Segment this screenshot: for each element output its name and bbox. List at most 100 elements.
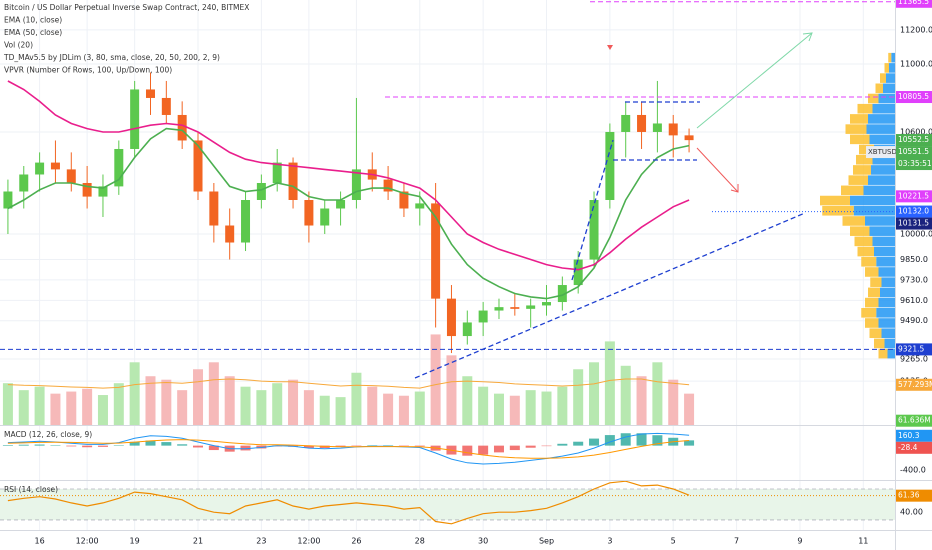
- vpvr-down: [865, 318, 879, 328]
- vpvr-up: [876, 307, 895, 318]
- volume-bar: [509, 395, 520, 425]
- candle-body: [19, 174, 29, 192]
- macd-histogram: [2, 445, 13, 446]
- x-tick-label: 26: [351, 537, 361, 546]
- candle-body: [399, 191, 409, 209]
- candle-body: [145, 89, 155, 98]
- price-tag: [896, 0, 932, 8]
- x-tick-label: 28: [415, 537, 425, 546]
- price-tag-label: 61.36: [898, 491, 920, 500]
- up-arrow-head: [802, 32, 813, 42]
- macd-histogram: [589, 438, 600, 446]
- x-tick-label: 30: [478, 537, 488, 546]
- plot-layer: [0, 1, 895, 525]
- vpvr-up: [866, 124, 895, 134]
- vpvr-down: [848, 175, 868, 185]
- legend-entry: EMA (10, close): [4, 16, 62, 25]
- price-tag: [896, 343, 932, 356]
- candle-body: [177, 114, 187, 141]
- price-tag: [896, 441, 932, 454]
- macd-histogram: [66, 445, 77, 447]
- price-tag-label: 10131.5: [898, 219, 929, 228]
- candle-body: [542, 302, 552, 306]
- vpvr-up: [883, 83, 895, 94]
- x-tick-label: 23: [256, 537, 266, 546]
- x-tick-label: 12:00: [76, 537, 99, 546]
- candle-body: [50, 162, 60, 170]
- macd-histogram: [50, 445, 61, 446]
- macd-histogram: [208, 445, 219, 451]
- price-tag-label: 61.636M: [898, 416, 931, 425]
- legend-entry: Vol (20): [4, 41, 33, 50]
- down-arrow: [696, 147, 739, 193]
- vpvr-up: [874, 246, 895, 257]
- price-tag: [896, 190, 932, 203]
- macd-histogram: [193, 445, 204, 448]
- pane-title: RSI (14, close): [4, 485, 58, 494]
- candle-body: [589, 200, 599, 260]
- vpvr-up: [872, 236, 895, 247]
- volume-bar: [18, 390, 29, 425]
- vpvr-up: [872, 154, 895, 165]
- volume-bar: [193, 369, 204, 425]
- volume-bar: [398, 395, 409, 425]
- rsi-band: [0, 488, 895, 520]
- volume-bar: [636, 376, 647, 425]
- candle-body: [256, 182, 266, 200]
- x-tick-label: 3: [607, 537, 612, 546]
- macd-histogram: [573, 441, 584, 446]
- vpvr-down: [850, 114, 868, 124]
- marker: [607, 45, 613, 50]
- price-tag: [896, 489, 932, 502]
- vpvr-up: [872, 103, 895, 114]
- candle-body: [66, 169, 76, 183]
- volume-bar: [177, 390, 188, 425]
- volume-bar: [113, 383, 124, 425]
- x-tick-label: 7: [734, 537, 739, 546]
- y-tick-label: 11000.0: [900, 59, 932, 68]
- candle-body: [510, 307, 520, 309]
- vpvr-down: [820, 195, 850, 206]
- volume-bar: [620, 365, 631, 425]
- vpvr-down: [854, 236, 873, 247]
- price-tag-label: 10552.5: [898, 135, 929, 144]
- macd-histogram: [129, 441, 140, 446]
- candle-body: [621, 114, 631, 132]
- volume-bar: [129, 362, 140, 425]
- vpvr-down: [870, 277, 882, 287]
- price-tag-label: -28.4: [898, 443, 918, 452]
- volume-bar: [414, 391, 425, 425]
- candle-body: [605, 131, 615, 200]
- vpvr-down: [868, 287, 880, 298]
- candle-body: [351, 169, 361, 200]
- volume-bar: [272, 383, 283, 425]
- candle-body: [684, 135, 694, 141]
- macd-histogram: [541, 445, 552, 447]
- macd-histogram: [684, 440, 695, 446]
- rsi-line: [7, 480, 690, 525]
- y-tick-label: 40.00: [900, 508, 923, 517]
- x-tick-label: 12:00: [297, 537, 320, 546]
- candle-body: [336, 200, 346, 209]
- last-price-label: 10551.5: [898, 147, 929, 156]
- volume-bar: [367, 386, 378, 425]
- candle-body: [494, 307, 504, 311]
- macd-histogram: [557, 443, 568, 446]
- y-tick-label: 10600.0: [900, 127, 932, 136]
- volume-bar: [525, 390, 536, 425]
- vpvr-down: [874, 338, 885, 349]
- vpvr-up: [886, 73, 895, 83]
- price-tag: [896, 91, 932, 104]
- vpvr-up: [891, 52, 895, 63]
- y-tick-label: 9610.0: [900, 296, 928, 305]
- candle-body: [241, 200, 251, 243]
- macd-histogram: [240, 445, 251, 451]
- candle-body: [446, 298, 456, 337]
- vpvr-up: [868, 114, 895, 124]
- vpvr-down: [865, 297, 879, 308]
- candle-body: [193, 140, 203, 192]
- volume-bar: [288, 379, 299, 425]
